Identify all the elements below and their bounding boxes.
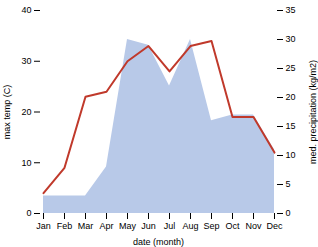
svg-text:Oct: Oct [225,221,240,231]
svg-text:30: 30 [21,56,31,66]
svg-text:10: 10 [286,150,296,160]
svg-text:40: 40 [21,5,31,15]
svg-text:30: 30 [286,34,296,44]
svg-text:Jun: Jun [141,221,156,231]
svg-text:Dec: Dec [266,221,283,231]
svg-text:med. precipitation (kg/m2): med. precipitation (kg/m2) [308,60,318,164]
svg-text:Jul: Jul [164,221,176,231]
svg-text:20: 20 [21,107,31,117]
svg-text:Mar: Mar [78,221,94,231]
svg-text:5: 5 [286,179,291,189]
svg-text:0: 0 [286,208,291,218]
svg-text:Nov: Nov [245,221,262,231]
svg-text:date (month): date (month) [133,237,184,247]
svg-text:max temp (C): max temp (C) [2,85,12,140]
svg-text:May: May [119,221,137,231]
svg-text:Sep: Sep [203,221,219,231]
svg-text:Aug: Aug [182,221,198,231]
svg-text:25: 25 [286,63,296,73]
svg-text:20: 20 [286,92,296,102]
svg-text:Feb: Feb [57,221,73,231]
svg-text:Apr: Apr [99,221,113,231]
svg-text:15: 15 [286,121,296,131]
svg-text:0: 0 [26,208,31,218]
svg-text:Jan: Jan [36,221,51,231]
svg-text:10: 10 [21,158,31,168]
svg-text:35: 35 [286,5,296,15]
